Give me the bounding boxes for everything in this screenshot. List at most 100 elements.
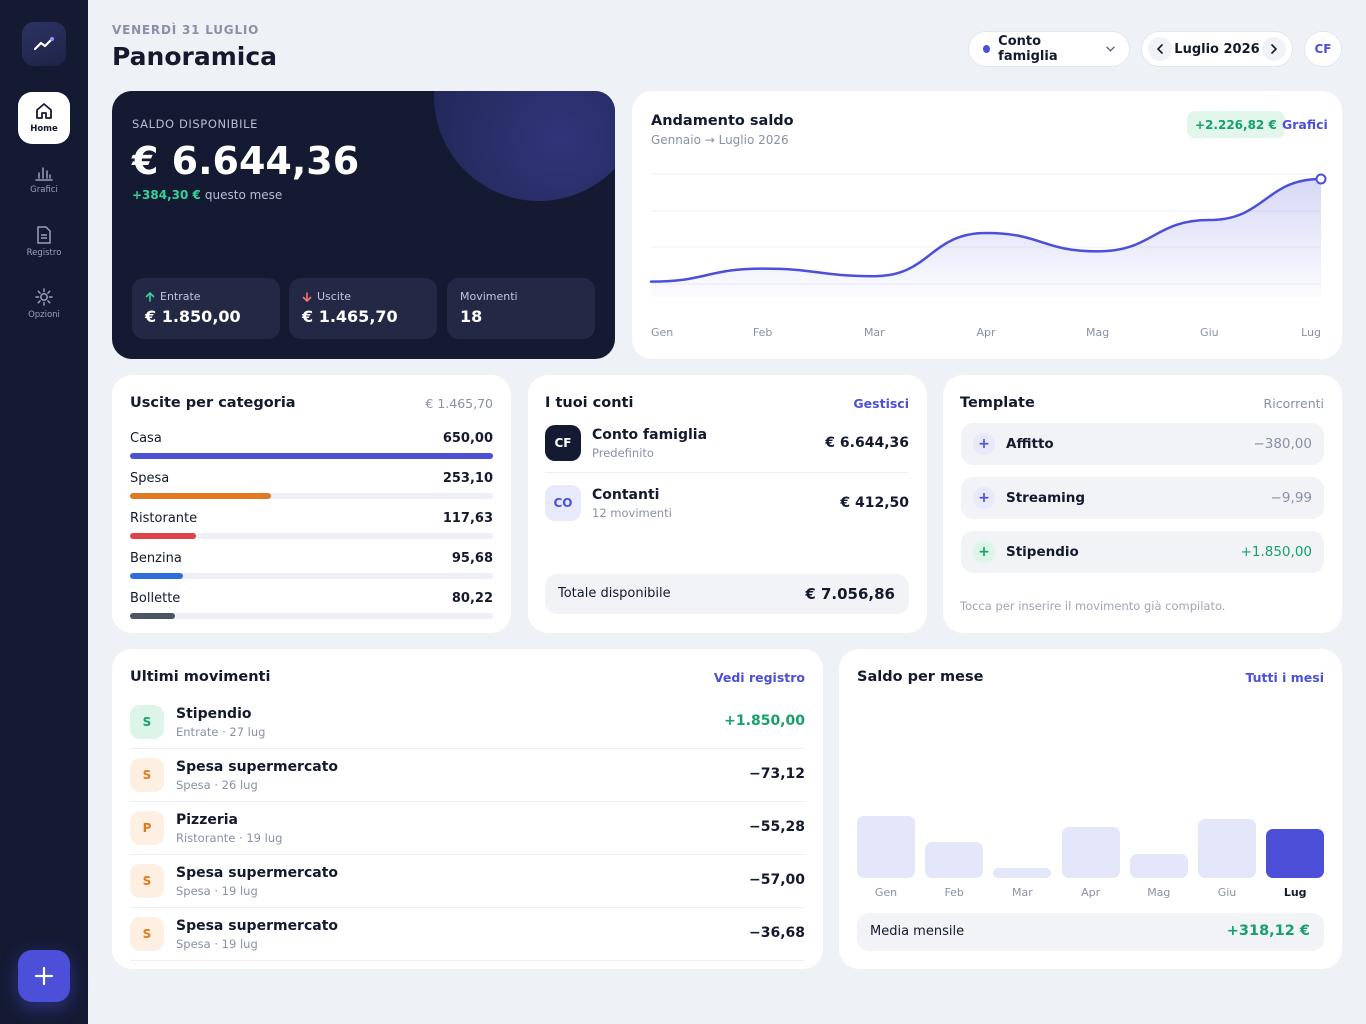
movement-amount: −57,00: [748, 872, 805, 888]
category-row[interactable]: Casa 650,00: [130, 431, 493, 467]
category-bar-track: [130, 533, 493, 539]
view-register-link[interactable]: Vedi registro: [713, 670, 805, 685]
movement-name: Pizzeria: [176, 812, 239, 828]
stat-expense: Uscite € 1.465,70: [289, 278, 437, 339]
app-logo[interactable]: [22, 22, 66, 66]
user-avatar[interactable]: CF: [1304, 31, 1342, 67]
month-bar[interactable]: [1129, 853, 1188, 878]
stat-income-value: € 1.850,00: [145, 307, 241, 326]
template-stipendio[interactable]: + Stipendio +1.850,00: [961, 531, 1324, 573]
divider: [130, 960, 805, 961]
total-value: € 7.056,86: [805, 585, 895, 603]
trend-card: Andamento saldo Gennaio → Luglio 2026 +2…: [632, 91, 1342, 359]
categories-card: Uscite per categoria € 1.465,70 Casa 650,…: [112, 375, 511, 633]
account-select[interactable]: Conto famiglia: [968, 31, 1130, 67]
movement-name: Spesa supermercato: [176, 918, 339, 934]
template-streaming[interactable]: + Streaming −9,99: [961, 477, 1324, 519]
month-bar-label: Gen: [874, 886, 898, 899]
x-tick-label: Giu: [1200, 326, 1219, 339]
movement-avatar: S: [130, 917, 164, 951]
trend-area: [651, 179, 1321, 297]
month-bar[interactable]: [993, 868, 1052, 878]
month-bar[interactable]: [857, 816, 915, 878]
movement-row[interactable]: P Pizzeria Ristorante · 19 lug −55,28: [130, 811, 805, 864]
account-select-label: Conto famiglia: [998, 34, 1058, 64]
current-month: Luglio 2026: [1174, 41, 1260, 57]
next-month-button[interactable]: [1262, 37, 1286, 61]
movement-sub: Spesa · 19 lug: [176, 884, 258, 898]
account-amount: € 412,50: [840, 495, 909, 511]
account-sub: Predefinito: [592, 446, 654, 460]
nav-home-label: Home: [30, 124, 58, 134]
plus-icon: +: [973, 433, 995, 455]
month-bar[interactable]: [925, 842, 984, 878]
month-bar-label: Feb: [944, 886, 964, 899]
account-name: Contanti: [592, 487, 660, 503]
plus-icon: +: [973, 541, 995, 563]
all-months-link[interactable]: Tutti i mesi: [1245, 670, 1324, 685]
template-affitto[interactable]: + Affitto −380,00: [961, 423, 1324, 465]
x-tick-label: Lug: [1301, 326, 1321, 339]
trend-endpoint: [1315, 173, 1327, 185]
manage-accounts-link[interactable]: Gestisci: [853, 396, 909, 411]
category-row[interactable]: Benzina 95,68: [130, 551, 493, 587]
category-value: 117,63: [442, 511, 493, 526]
movement-amount: +1.850,00: [724, 713, 805, 729]
movement-row[interactable]: S Stipendio Entrate · 27 lug +1.850,00: [130, 705, 805, 758]
movement-sub: Spesa · 19 lug: [176, 937, 258, 951]
category-value: 253,10: [442, 471, 493, 486]
account-row[interactable]: CO Contanti 12 movimenti € 412,50: [545, 485, 909, 545]
movement-avatar: S: [130, 705, 164, 739]
x-tick-label: Apr: [976, 326, 996, 339]
monthly-title: Saldo per mese: [857, 669, 984, 685]
month-bar[interactable]: [1198, 819, 1256, 878]
category-row[interactable]: Ristorante 117,63: [130, 511, 493, 547]
movement-amount: −36,68: [748, 925, 805, 941]
gear-icon: [35, 288, 53, 306]
x-tick-label: Feb: [753, 326, 772, 339]
movement-row[interactable]: S Spesa supermercato Spesa · 19 lug −36,68: [130, 917, 805, 970]
account-amount: € 6.644,36: [825, 435, 909, 451]
month-bar[interactable]: [1266, 829, 1325, 878]
account-row[interactable]: CF Conto famiglia Predefinito € 6.644,36: [545, 425, 909, 485]
nav-grafici-label: Grafici: [30, 185, 58, 195]
x-tick-label: Gen: [651, 326, 673, 339]
movement-amount: −73,12: [748, 766, 805, 782]
nav-grafici[interactable]: Grafici: [18, 154, 70, 206]
balance-card: SALDO DISPONIBILE € 6.644,36 +384,30 € qu…: [112, 91, 615, 359]
accounts-title: I tuoi conti: [545, 395, 634, 411]
category-row[interactable]: Bollette 80,22: [130, 591, 493, 627]
decorative-orb: [434, 91, 615, 201]
nav-home[interactable]: Home: [18, 92, 70, 144]
add-movement-button[interactable]: [18, 950, 70, 1002]
current-date: VENERDÌ 31 LUGLIO: [112, 23, 260, 37]
template-amount: +1.850,00: [1240, 544, 1312, 560]
divider: [130, 801, 805, 802]
month-bar-label: Mag: [1147, 886, 1171, 899]
balance-delta-value: +384,30 €: [132, 188, 201, 202]
divider: [545, 472, 909, 473]
nav-registro-label: Registro: [26, 248, 62, 258]
prev-month-button[interactable]: [1148, 37, 1172, 61]
movement-row[interactable]: S Spesa supermercato Spesa · 26 lug −73,12: [130, 758, 805, 811]
divider: [130, 748, 805, 749]
arrow-up-icon: [145, 291, 155, 302]
stat-expense-value: € 1.465,70: [302, 307, 398, 326]
home-icon: [36, 103, 52, 119]
nav-registro[interactable]: Registro: [18, 216, 70, 268]
category-bar-fill: [130, 573, 184, 579]
stat-movements: Movimenti 18: [447, 278, 595, 339]
category-bar-fill: [130, 493, 272, 499]
trend-grafici-link[interactable]: Grafici: [1282, 117, 1328, 132]
movement-name: Spesa supermercato: [176, 865, 339, 881]
movements-title: Ultimi movimenti: [130, 669, 271, 685]
categories-total: € 1.465,70: [425, 396, 493, 411]
month-bar[interactable]: [1061, 827, 1120, 878]
plus-icon: +: [973, 487, 995, 509]
movements-card: Ultimi movimenti Vedi registro S Stipendi…: [112, 649, 823, 969]
templates-tag: Ricorrenti: [1263, 396, 1324, 411]
category-row[interactable]: Spesa 253,10: [130, 471, 493, 507]
category-value: 95,68: [451, 551, 493, 566]
movement-row[interactable]: S Spesa supermercato Spesa · 19 lug −57,00: [130, 864, 805, 917]
nav-opzioni[interactable]: Opzioni: [18, 278, 70, 330]
